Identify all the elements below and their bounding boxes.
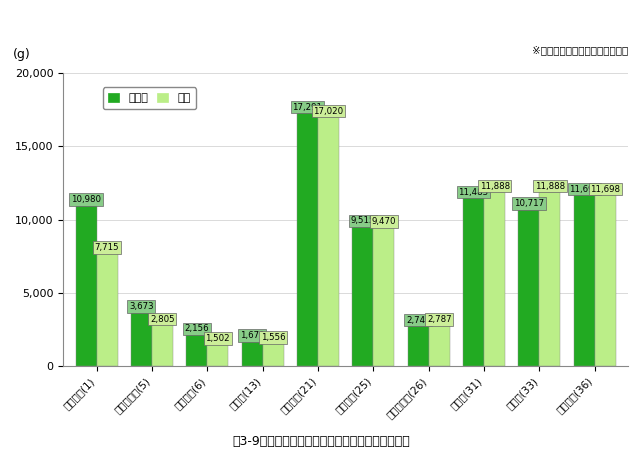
Bar — [518, 209, 539, 366]
Bar — [595, 195, 616, 366]
Bar — [352, 226, 374, 366]
Text: 2,746: 2,746 — [406, 316, 431, 325]
Text: (g): (g) — [12, 48, 30, 62]
Bar — [429, 325, 449, 366]
Bar — [152, 325, 173, 366]
Text: ※（　）内は宮崎市のランキング: ※（ ）内は宮崎市のランキング — [532, 46, 628, 56]
Bar — [297, 113, 318, 366]
Text: 10,980: 10,980 — [71, 195, 101, 204]
Text: 17,291: 17,291 — [293, 102, 323, 111]
Bar — [75, 205, 96, 366]
Text: 図3-9　主な生鮮野菜購入数量（二人以上の世帯）: 図3-9 主な生鮮野菜購入数量（二人以上の世帯） — [233, 435, 410, 448]
Bar — [207, 344, 228, 366]
Bar — [484, 192, 505, 366]
Text: 1,679: 1,679 — [240, 331, 264, 340]
Bar — [318, 117, 339, 366]
Text: 3,673: 3,673 — [129, 302, 154, 311]
Bar — [186, 334, 207, 366]
Text: 9,470: 9,470 — [372, 217, 396, 226]
Text: 11,698: 11,698 — [590, 184, 620, 193]
Text: 7,715: 7,715 — [95, 243, 120, 252]
Bar — [463, 198, 484, 366]
Bar — [374, 227, 394, 366]
Text: 2,787: 2,787 — [427, 315, 451, 324]
Bar — [242, 342, 262, 366]
Bar — [539, 192, 561, 366]
Legend: 宮崎市, 全国: 宮崎市, 全国 — [103, 87, 196, 109]
Bar — [131, 312, 152, 366]
Text: 11,698: 11,698 — [569, 184, 599, 193]
Text: 1,556: 1,556 — [261, 333, 285, 342]
Text: 11,483: 11,483 — [458, 188, 489, 197]
Text: 2,156: 2,156 — [185, 324, 209, 333]
Text: 10,717: 10,717 — [514, 199, 544, 208]
Text: 17,020: 17,020 — [313, 106, 343, 116]
Text: 11,888: 11,888 — [535, 182, 565, 191]
Bar — [574, 195, 595, 366]
Bar — [408, 326, 429, 366]
Text: 2,805: 2,805 — [150, 315, 175, 324]
Bar — [262, 343, 284, 366]
Text: 9,515: 9,515 — [350, 217, 375, 226]
Bar — [96, 253, 118, 366]
Text: 11,888: 11,888 — [480, 182, 510, 191]
Text: 1,502: 1,502 — [206, 334, 230, 343]
